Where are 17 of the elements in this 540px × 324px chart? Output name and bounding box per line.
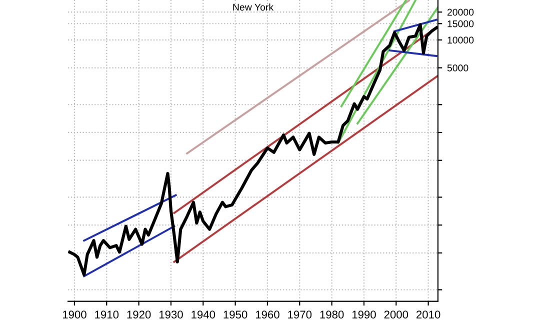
x-tick-label: 1900 [62, 310, 86, 319]
x-tick-label: 1970 [288, 310, 312, 319]
x-tick-label: 2000 [384, 310, 408, 319]
x-tick-label: 1920 [127, 310, 151, 319]
x-tick-label: 1990 [352, 310, 376, 319]
y-tick-label: 10000 [448, 36, 474, 44]
chart-title: New York [233, 4, 274, 11]
x-tick-label: 2010 [416, 310, 440, 319]
x-tick-label: 1960 [256, 310, 280, 319]
y-tick-label: 15000 [448, 20, 474, 28]
y-tick-label: 20000 [447, 8, 474, 16]
x-tick-label: 1910 [95, 310, 119, 319]
x-tick-label: 1980 [320, 310, 344, 319]
x-tick-label: 1950 [224, 310, 248, 319]
y-tick-label: 5000 [447, 64, 468, 72]
x-tick-label: 1930 [159, 310, 183, 319]
x-tick-label: 1940 [192, 310, 216, 319]
